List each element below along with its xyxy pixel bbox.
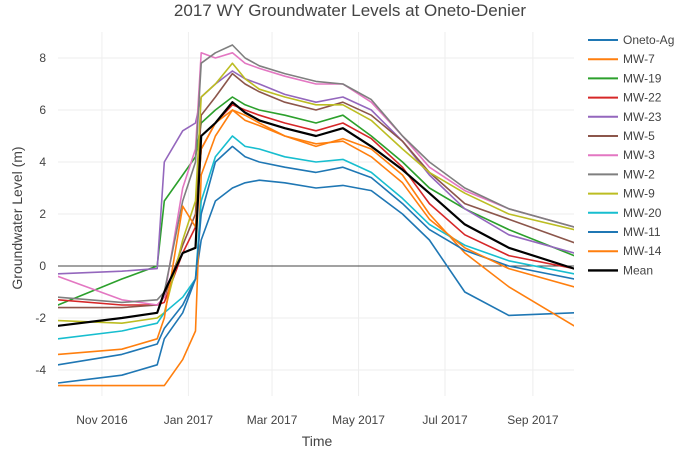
chart-title: 2017 WY Groundwater Levels at Oneto-Deni… bbox=[174, 1, 526, 20]
x-tick-label: Mar 2017 bbox=[247, 413, 298, 427]
legend-label: MW-9 bbox=[623, 187, 655, 201]
series-line-oneto-ag bbox=[58, 179, 574, 384]
y-tick-label: 0 bbox=[39, 259, 46, 273]
y-tick-label: 4 bbox=[39, 155, 46, 169]
x-axis: Nov 2016 Jan 2017 Mar 2017 May 2017 Jul 2017… bbox=[76, 413, 559, 427]
x-tick-label: Nov 2016 bbox=[76, 413, 128, 427]
legend-label: MW-7 bbox=[623, 52, 655, 66]
legend-label: Oneto-Ag bbox=[623, 33, 674, 47]
legend-label: MW-5 bbox=[623, 129, 655, 143]
x-axis-title: Time bbox=[302, 433, 333, 449]
y-axis: -4 -2 0 2 4 6 8 bbox=[35, 51, 46, 377]
series-line-mw-20 bbox=[58, 135, 574, 340]
series-line-mw-3 bbox=[58, 51, 574, 306]
x-tick-label: May 2017 bbox=[332, 413, 385, 427]
series-line-mw-5 bbox=[58, 72, 574, 309]
y-tick-label: 6 bbox=[39, 103, 46, 117]
legend-label: MW-20 bbox=[623, 206, 662, 220]
legend-label: MW-22 bbox=[623, 91, 662, 105]
series-line-mw-2 bbox=[58, 44, 574, 304]
legend-label: MW-2 bbox=[623, 167, 655, 181]
legend-label: MW-19 bbox=[623, 71, 662, 85]
series-line-mw-7 bbox=[58, 109, 574, 387]
y-tick-label: -4 bbox=[35, 363, 46, 377]
y-axis-title: Groundwater Level (m) bbox=[9, 146, 25, 289]
legend-label: MW-23 bbox=[623, 110, 662, 124]
x-tick-label: Jul 2017 bbox=[422, 413, 468, 427]
y-tick-label: 8 bbox=[39, 51, 46, 65]
legend-label: MW-3 bbox=[623, 148, 655, 162]
series-line-mw-22 bbox=[58, 104, 574, 306]
legend-label: MW-11 bbox=[623, 225, 661, 239]
series-line-mw-11 bbox=[58, 145, 574, 366]
y-tick-label: 2 bbox=[39, 207, 46, 221]
legend-label: Mean bbox=[623, 263, 653, 277]
series-line-mean bbox=[58, 101, 574, 327]
legend-label: MW-14 bbox=[623, 244, 662, 258]
series-line-mw-14 bbox=[58, 109, 574, 356]
x-tick-label: Sep 2017 bbox=[507, 413, 559, 427]
legend: Oneto-Ag MW-7 MW-19 MW-22 MW-23 MW-5 MW-3 MW-2 M… bbox=[588, 33, 674, 277]
series-line-mw-19 bbox=[58, 96, 574, 306]
grid bbox=[58, 32, 574, 396]
x-tick-label: Jan 2017 bbox=[164, 413, 214, 427]
plot-area bbox=[58, 44, 574, 387]
y-tick-label: -2 bbox=[35, 311, 46, 325]
